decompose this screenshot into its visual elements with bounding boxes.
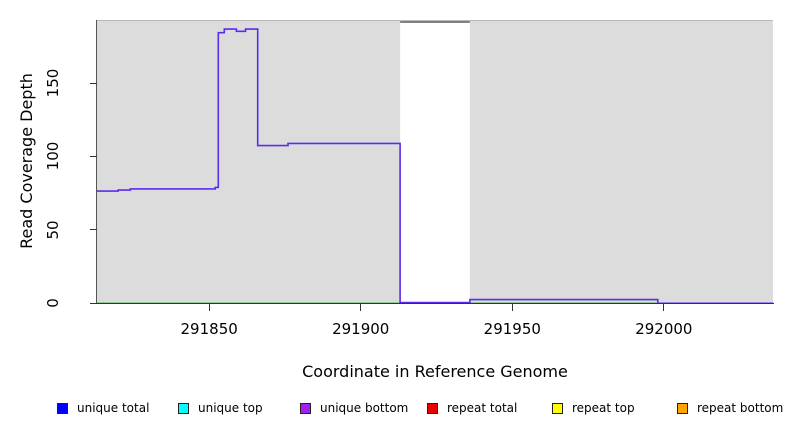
x-tick-mark xyxy=(663,304,665,311)
legend-label: repeat bottom xyxy=(697,401,784,415)
x-tick-mark xyxy=(511,304,513,311)
x-tick-mark xyxy=(360,304,362,311)
x-tick-label: 292000 xyxy=(635,320,693,338)
x-tick-mark xyxy=(208,304,210,311)
legend-item: repeat top xyxy=(552,400,635,416)
legend: unique total unique top unique bottom re… xyxy=(0,400,792,418)
legend-swatch-square-icon xyxy=(427,402,438,414)
x-axis-line xyxy=(96,303,774,304)
x-tick-label: 291850 xyxy=(180,320,238,338)
legend-label: repeat total xyxy=(447,401,518,415)
legend-swatch-square-icon xyxy=(300,402,311,414)
legend-swatch-square-icon xyxy=(677,402,688,414)
y-tick-label: 50 xyxy=(44,220,62,240)
legend-item: repeat total xyxy=(427,400,517,416)
x-tick-label: 291950 xyxy=(483,320,541,338)
x-tick-label: 291900 xyxy=(332,320,390,338)
coverage-line xyxy=(97,28,773,304)
y-axis-title: Read Coverage Depth xyxy=(17,73,36,249)
x-axis-title: Coordinate in Reference Genome xyxy=(302,362,568,381)
y-axis-line xyxy=(96,20,97,304)
legend-label: unique top xyxy=(198,401,263,415)
legend-item: unique top xyxy=(178,400,263,416)
y-tick-mark xyxy=(90,155,97,157)
legend-swatch-square-icon xyxy=(57,402,68,414)
plot-panel xyxy=(97,20,773,304)
y-tick-mark xyxy=(90,302,97,304)
coverage-step-plot xyxy=(97,21,773,304)
legend-label: unique total xyxy=(77,401,150,415)
y-tick-label: 0 xyxy=(44,298,62,308)
legend-swatch-square-icon xyxy=(178,402,189,414)
legend-label: repeat top xyxy=(572,401,635,415)
y-tick-label: 100 xyxy=(44,142,62,171)
legend-item: unique bottom xyxy=(300,400,408,416)
legend-swatch-square-icon xyxy=(552,402,563,414)
legend-item: unique total xyxy=(57,400,149,416)
y-tick-mark xyxy=(90,229,97,231)
y-tick-label: 150 xyxy=(44,68,62,98)
y-tick-mark xyxy=(90,82,97,84)
gap-band xyxy=(400,21,470,304)
legend-item: repeat bottom xyxy=(677,400,783,416)
legend-label: unique bottom xyxy=(320,401,409,415)
